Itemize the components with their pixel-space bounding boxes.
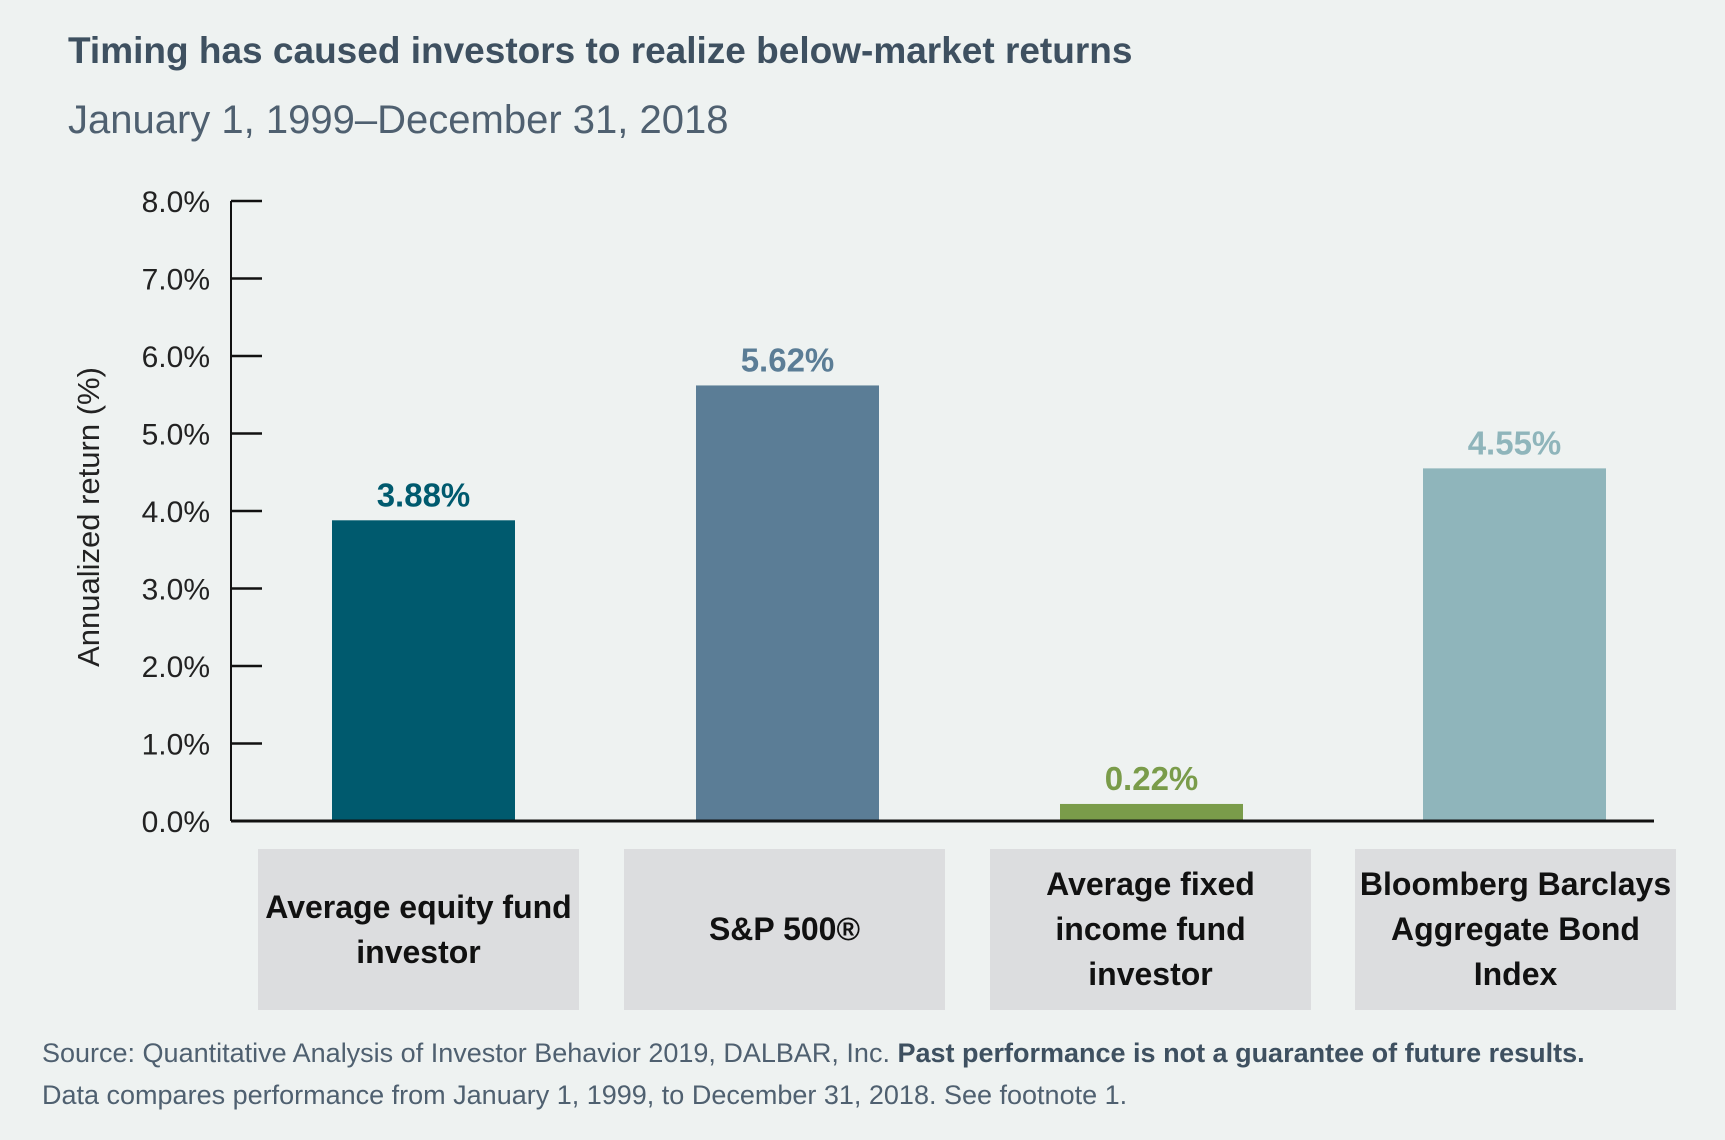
footnote-line-2: Data compares performance from January 1… xyxy=(42,1080,1128,1110)
data-label-2: 0.22% xyxy=(1105,760,1199,797)
category-label-2: Average fixed income fund investor xyxy=(990,849,1311,1010)
y-tick-label: 6.0% xyxy=(142,341,210,374)
y-tick-label: 1.0% xyxy=(142,729,210,762)
data-label-0: 3.88% xyxy=(377,476,471,513)
chart-subtitle: January 1, 1999–December 31, 2018 xyxy=(68,98,729,142)
y-tick-label: 8.0% xyxy=(142,186,210,219)
category-label-3: Bloomberg Barclays Aggregate Bond Index xyxy=(1355,849,1676,1010)
disclaimer-text: Past performance is not a guarantee of f… xyxy=(897,1038,1585,1068)
bar-1 xyxy=(696,385,879,821)
footnote-line-1: Source: Quantitative Analysis of Investo… xyxy=(42,1038,1585,1069)
y-tick-label: 4.0% xyxy=(142,496,210,529)
y-tick-label: 5.0% xyxy=(142,419,210,452)
bar-2 xyxy=(1060,803,1243,821)
y-tick-label: 7.0% xyxy=(142,264,210,297)
chart-title: Timing has caused investors to realize b… xyxy=(68,30,1133,71)
data-label-3: 4.55% xyxy=(1468,424,1562,461)
category-label-0: Average equity fund investor xyxy=(258,849,579,1010)
category-label-1: S&P 500® xyxy=(624,849,945,1010)
y-tick-label: 2.0% xyxy=(142,651,210,684)
y-axis-label: Annualized return (%) xyxy=(71,367,106,667)
data-label-1: 5.62% xyxy=(741,341,835,378)
y-tick-label: 0.0% xyxy=(142,806,210,839)
y-tick-label: 3.0% xyxy=(142,574,210,607)
bar-3 xyxy=(1423,468,1606,821)
bar-0 xyxy=(332,520,515,821)
source-text: Source: Quantitative Analysis of Investo… xyxy=(42,1038,890,1068)
